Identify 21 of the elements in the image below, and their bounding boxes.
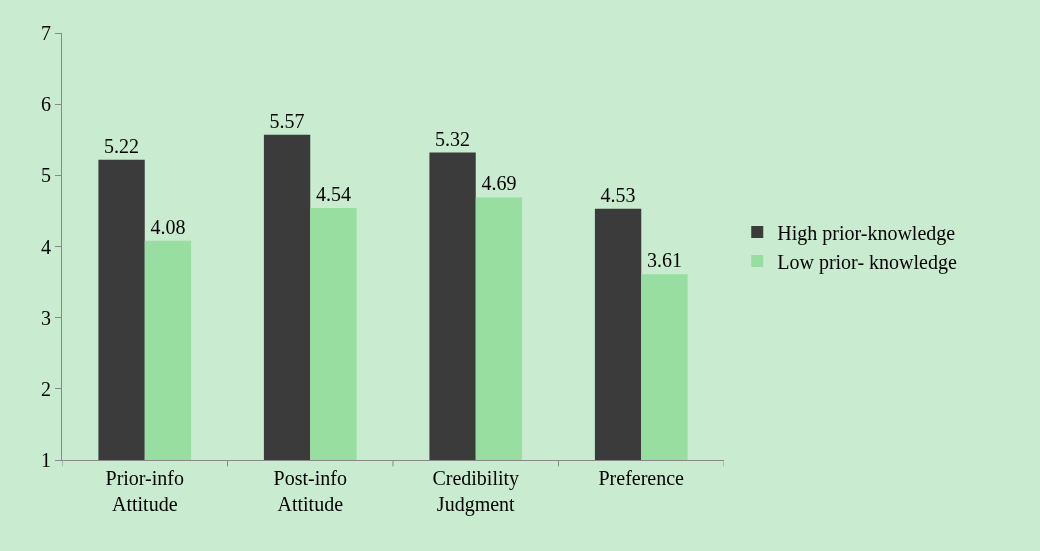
y-tick-label: 3 [41, 306, 51, 329]
y-tick-label: 5 [41, 164, 51, 187]
x-tick-label: Credibility Judgment [432, 467, 520, 516]
y-tick-label: 7 [41, 22, 51, 44]
x-tick-label: Post-info Attitude [273, 467, 347, 515]
data-label: 5.57 [269, 109, 305, 132]
x-tick-label: Preference [598, 467, 685, 489]
data-label: 4.08 [150, 215, 186, 238]
y-tick-label: 1 [41, 449, 51, 471]
data-label: 3.61 [646, 249, 682, 272]
y-tick-label: 2 [41, 377, 51, 400]
data-label: 4.69 [481, 172, 517, 195]
data-label: 5.32 [435, 127, 471, 150]
data-label: 4.53 [600, 183, 636, 206]
data-label: 5.22 [104, 134, 140, 157]
data-label: 4.54 [315, 183, 351, 206]
legend-label: High prior-knowledge [777, 221, 956, 245]
y-tick-label: 4 [41, 235, 51, 258]
legend-label: Low prior- knowledge [777, 250, 957, 274]
y-tick-label: 6 [41, 93, 51, 116]
x-tick-label: Prior-info Attitude [105, 467, 184, 515]
